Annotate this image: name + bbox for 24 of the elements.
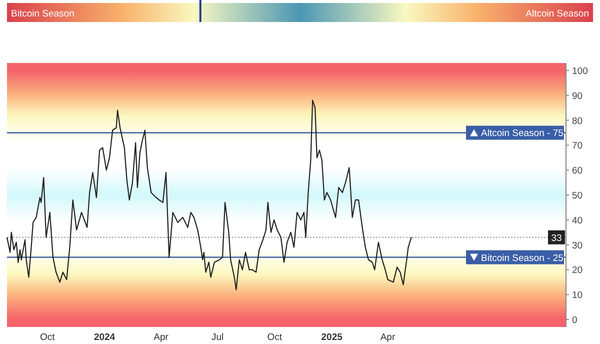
y-tick-label: 70 [572,140,583,152]
x-tick-label: Oct [40,332,56,343]
y-tick-label: 100 [572,66,588,77]
x-tick-label: 2025 [321,332,344,343]
x-tick-label: Oct [267,332,282,343]
text: Altcoin Season [526,8,589,20]
ref-line-label: Altcoin Season - 75 [481,128,564,140]
y-tick-label: 60 [572,166,583,177]
y-tick-label: 30 [572,240,583,252]
y-tick-label: 50 [572,190,583,202]
y-tick-label: 90 [572,90,583,102]
ref-line-label: 33 [551,232,562,244]
ref-line-label: Bitcoin Season - 25 [481,252,564,264]
x-tick-label: Apr [380,332,396,343]
y-tick-label: 10 [572,290,583,302]
y-tick-label: 0 [572,315,578,326]
y-tick-label: 20 [572,265,583,276]
x-tick-label: Apr [154,332,168,343]
y-tick-label: 80 [572,116,583,127]
text: Bitcoin Season [11,8,74,20]
x-tick-label: 2024 [94,332,116,343]
y-tick-label: 40 [572,215,583,226]
line-series [6,100,412,290]
x-tick-label: Jul [211,332,224,343]
